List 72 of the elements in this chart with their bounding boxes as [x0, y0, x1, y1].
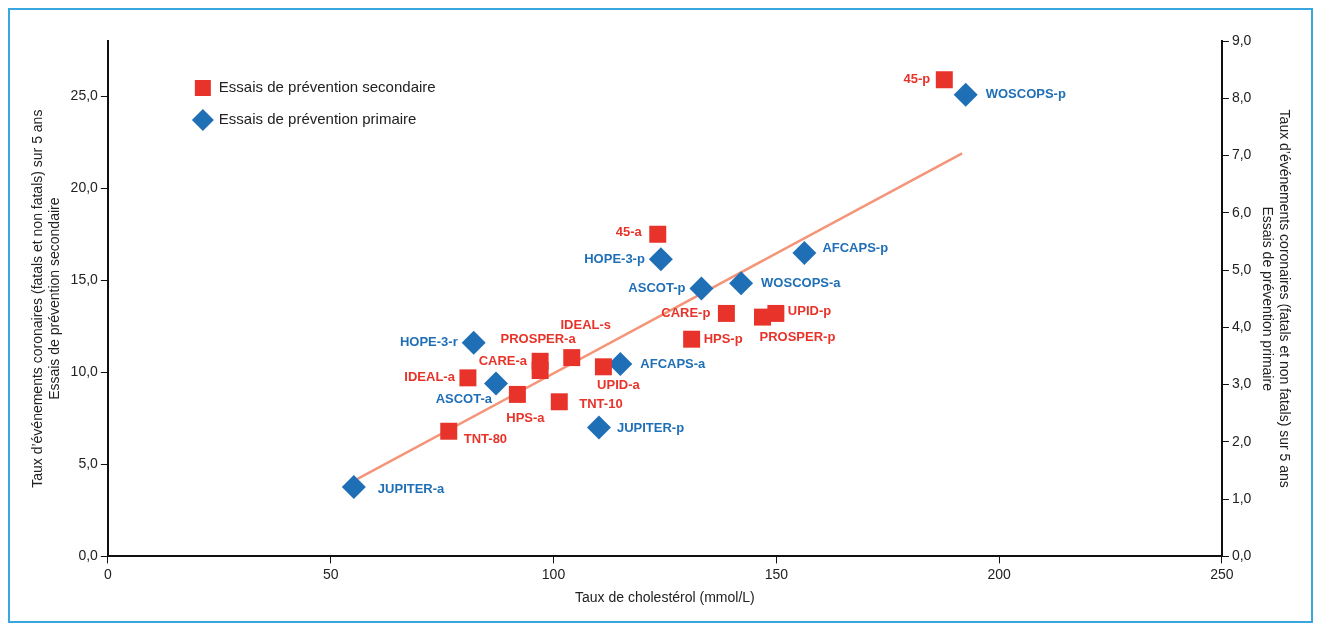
point — [935, 71, 953, 89]
y2-tick-label: 4,0 — [1231, 318, 1252, 335]
annotation: AFCAPS-p — [822, 240, 889, 256]
annotation: UPID-p — [787, 303, 832, 318]
annotation: HOPE-3-r — [399, 334, 458, 350]
x-tick-label: 100 — [541, 565, 566, 582]
y-tick-label: 0,0 — [78, 547, 99, 564]
y-tick-label: 25,0 — [70, 87, 99, 104]
annotation: JUPITER-a — [377, 480, 446, 496]
annotation: WOSCOPS-a — [761, 274, 842, 290]
point — [461, 330, 486, 355]
annotation: TNT-10 — [579, 396, 623, 412]
y2-tick-label: 7,0 — [1231, 146, 1252, 163]
y-tick-label: 15,0 — [70, 271, 99, 288]
point — [508, 385, 526, 403]
annotation: HPS-a — [506, 410, 546, 425]
y2-tick-label: 5,0 — [1231, 260, 1252, 277]
annotation: IDEAL-a — [404, 369, 456, 385]
annotation: 45-p — [903, 71, 931, 87]
y2-tick-label: 0,0 — [1231, 547, 1252, 564]
y-axis-title: Taux d’événements coronaires (fatals et non fatals) sur 5 ans Essais de prévention secondaire — [29, 109, 63, 488]
x-axis-title: Taux de cholestérol (mmol/L) — [575, 589, 755, 606]
annotation: AFCAPS-a — [640, 355, 707, 371]
point — [586, 415, 611, 440]
y2-tick-label: 9,0 — [1231, 31, 1252, 48]
annotation: UPID-a — [597, 377, 641, 393]
annotation: ASCOT-a — [435, 390, 493, 406]
point — [754, 308, 771, 326]
point — [792, 240, 817, 265]
point — [440, 422, 458, 440]
annotation: ASCOT-p — [628, 279, 686, 295]
x-tick-label: 0 — [103, 565, 112, 582]
y2-tick-label: 3,0 — [1231, 375, 1252, 392]
point — [550, 393, 568, 411]
point — [648, 247, 673, 272]
legend-label: Essais de prévention secondaire — [218, 78, 436, 96]
point — [729, 271, 754, 296]
x-tick-label: 150 — [764, 565, 789, 582]
point — [459, 369, 477, 387]
x-tick-label: 50 — [322, 565, 339, 582]
y-tick-label: 10,0 — [70, 363, 99, 380]
annotation: TNT-80 — [463, 430, 508, 446]
y2-tick-label: 8,0 — [1231, 89, 1252, 106]
annotation: HPS-p — [703, 330, 743, 346]
annotation: CARE-a — [478, 353, 528, 369]
point — [484, 371, 508, 396]
point — [563, 349, 581, 367]
y-tick-label: 20,0 — [70, 179, 99, 196]
annotation: HOPE-3-p — [584, 250, 645, 266]
point — [689, 276, 714, 301]
x-tick-label: 250 — [1210, 565, 1234, 582]
annotation: PROSPER-p — [759, 328, 836, 344]
annotation: WOSCOPS-p — [985, 86, 1066, 102]
annotation: JUPITER-p — [616, 420, 685, 436]
point — [953, 82, 978, 107]
y2-tick-label: 1,0 — [1231, 489, 1252, 506]
point — [341, 475, 366, 500]
x-tick-label: 200 — [987, 565, 1012, 582]
y2-axis-title: Taux d’événements coronaires (fatals et non fatals) sur 5 ans Essais de prévention primaire — [1259, 109, 1293, 488]
point — [683, 330, 701, 348]
point — [649, 225, 667, 243]
annotation: 45-a — [615, 223, 643, 239]
y2-tick-label: 6,0 — [1231, 203, 1252, 220]
y2-tick-label: 2,0 — [1231, 432, 1252, 449]
y-tick-label: 5,0 — [78, 455, 99, 472]
annotation: IDEAL-s — [560, 317, 612, 333]
legend-label: Essais de prévention primaire — [218, 110, 417, 128]
point — [531, 362, 549, 379]
point — [594, 358, 612, 376]
point — [717, 304, 735, 322]
annotation: PROSPER-a — [500, 330, 577, 346]
annotation: CARE-p — [661, 305, 711, 320]
